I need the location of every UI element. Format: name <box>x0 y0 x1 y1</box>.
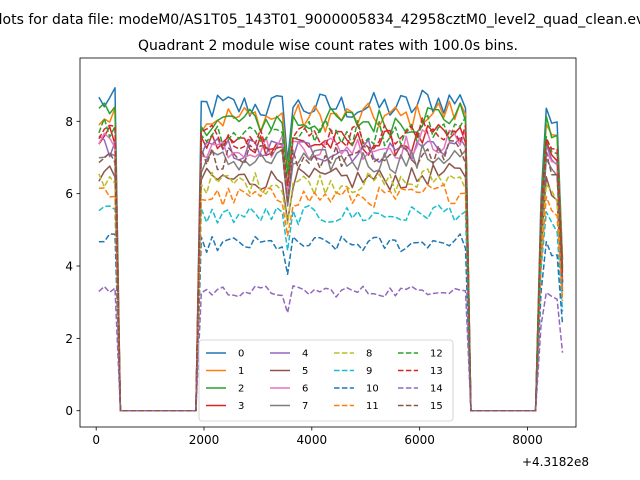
legend-label-3: 3 <box>238 401 244 412</box>
y-tick-label: 2 <box>65 332 73 346</box>
legend-label-11: 11 <box>366 401 379 412</box>
x-tick-label: 8000 <box>512 433 543 447</box>
legend-label-9: 9 <box>366 366 372 377</box>
figure-suptitle: Plots for data file: modeM0/AS1T05_143T0… <box>0 12 640 28</box>
legend-box <box>198 339 454 422</box>
plot-area <box>98 87 564 412</box>
legend-label-15: 15 <box>430 401 443 412</box>
legend-label-13: 13 <box>430 366 443 377</box>
x-tick-label: 4000 <box>297 433 328 447</box>
y-tick-label: 8 <box>65 115 73 129</box>
legend-label-7: 7 <box>302 401 308 412</box>
legend-label-5: 5 <box>302 366 308 377</box>
legend-label-14: 14 <box>430 384 443 395</box>
axes: 0 2000 4000 6000 8000 0 2 4 6 8 <box>65 57 577 447</box>
series-line-15 <box>98 139 564 412</box>
legend-label-4: 4 <box>302 349 308 360</box>
legend-label-8: 8 <box>366 349 372 360</box>
x-tick-label: 2000 <box>189 433 220 447</box>
y-tick-label: 6 <box>65 187 73 201</box>
legend-label-6: 6 <box>302 384 308 395</box>
x-tick-label: 6000 <box>404 433 435 447</box>
x-tick-label: 0 <box>92 433 100 447</box>
y-tick-label: 0 <box>65 404 73 418</box>
legend-label-2: 2 <box>238 384 244 395</box>
chart-title: Quadrant 2 module wise count rates with … <box>138 38 518 54</box>
y-tick-label: 4 <box>65 260 73 274</box>
axes-frame <box>79 57 577 428</box>
legend-label-10: 10 <box>366 384 379 395</box>
legend-label-0: 0 <box>238 349 244 360</box>
x-axis-offset-label: +4.3182e8 <box>522 455 589 469</box>
legend-label-1: 1 <box>238 366 244 377</box>
legend-label-12: 12 <box>430 349 443 360</box>
